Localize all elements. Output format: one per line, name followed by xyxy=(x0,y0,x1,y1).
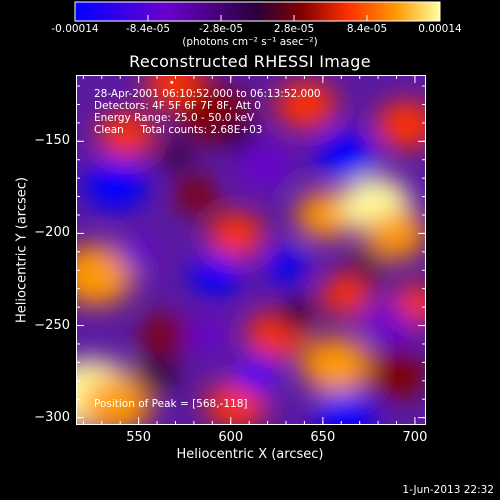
colorbar-tick-label: -8.4e-05 xyxy=(125,23,171,35)
y-tick-label: −200 xyxy=(34,225,70,241)
colorbar-gradient xyxy=(74,1,441,22)
colorbar xyxy=(74,1,441,22)
x-tick-label: 550 xyxy=(126,430,152,445)
colorbar-tick-label: 2.8e-05 xyxy=(273,23,315,35)
colorbar-tick-label: 8.4e-05 xyxy=(346,23,388,35)
y-tick-label: −250 xyxy=(34,317,70,333)
peak-marker xyxy=(170,80,174,84)
footer-date: 1-Jun-2013 22:32 xyxy=(402,484,494,496)
info-detectors: Detectors: 4F 5F 6F 7F 8F, Att 0 xyxy=(94,100,261,112)
colorbar-units: (photons cm⁻² s⁻¹ asec⁻²) xyxy=(182,36,318,48)
plot-title: Reconstructed RHESSI Image xyxy=(129,52,371,71)
info-time-range: 28-Apr-2001 06:10:52.000 to 06:13:52.000 xyxy=(94,88,321,100)
y-tick-label: −150 xyxy=(34,133,70,149)
y-tick-label: −300 xyxy=(34,409,70,425)
colorbar-tick-label: 0.00014 xyxy=(418,23,462,35)
x-tick-label: 650 xyxy=(310,430,336,445)
colorbar-tick-label: -0.00014 xyxy=(51,23,99,35)
y-axis-label: Heliocentric Y (arcsec) xyxy=(14,177,30,323)
x-tick-label: 700 xyxy=(402,430,428,445)
info-energy-range: Energy Range: 25.0 - 50.0 keV xyxy=(94,112,255,124)
x-tick-label: 600 xyxy=(218,430,244,445)
heatmap-plot xyxy=(76,75,426,425)
colorbar-tick-label: -2.8e-05 xyxy=(198,23,244,35)
x-axis-label: Heliocentric X (arcsec) xyxy=(176,447,324,462)
info-clean-counts: Clean Total counts: 2.68E+03 xyxy=(94,124,263,136)
info-peak-position: Position of Peak = [568,-118] xyxy=(94,398,248,410)
